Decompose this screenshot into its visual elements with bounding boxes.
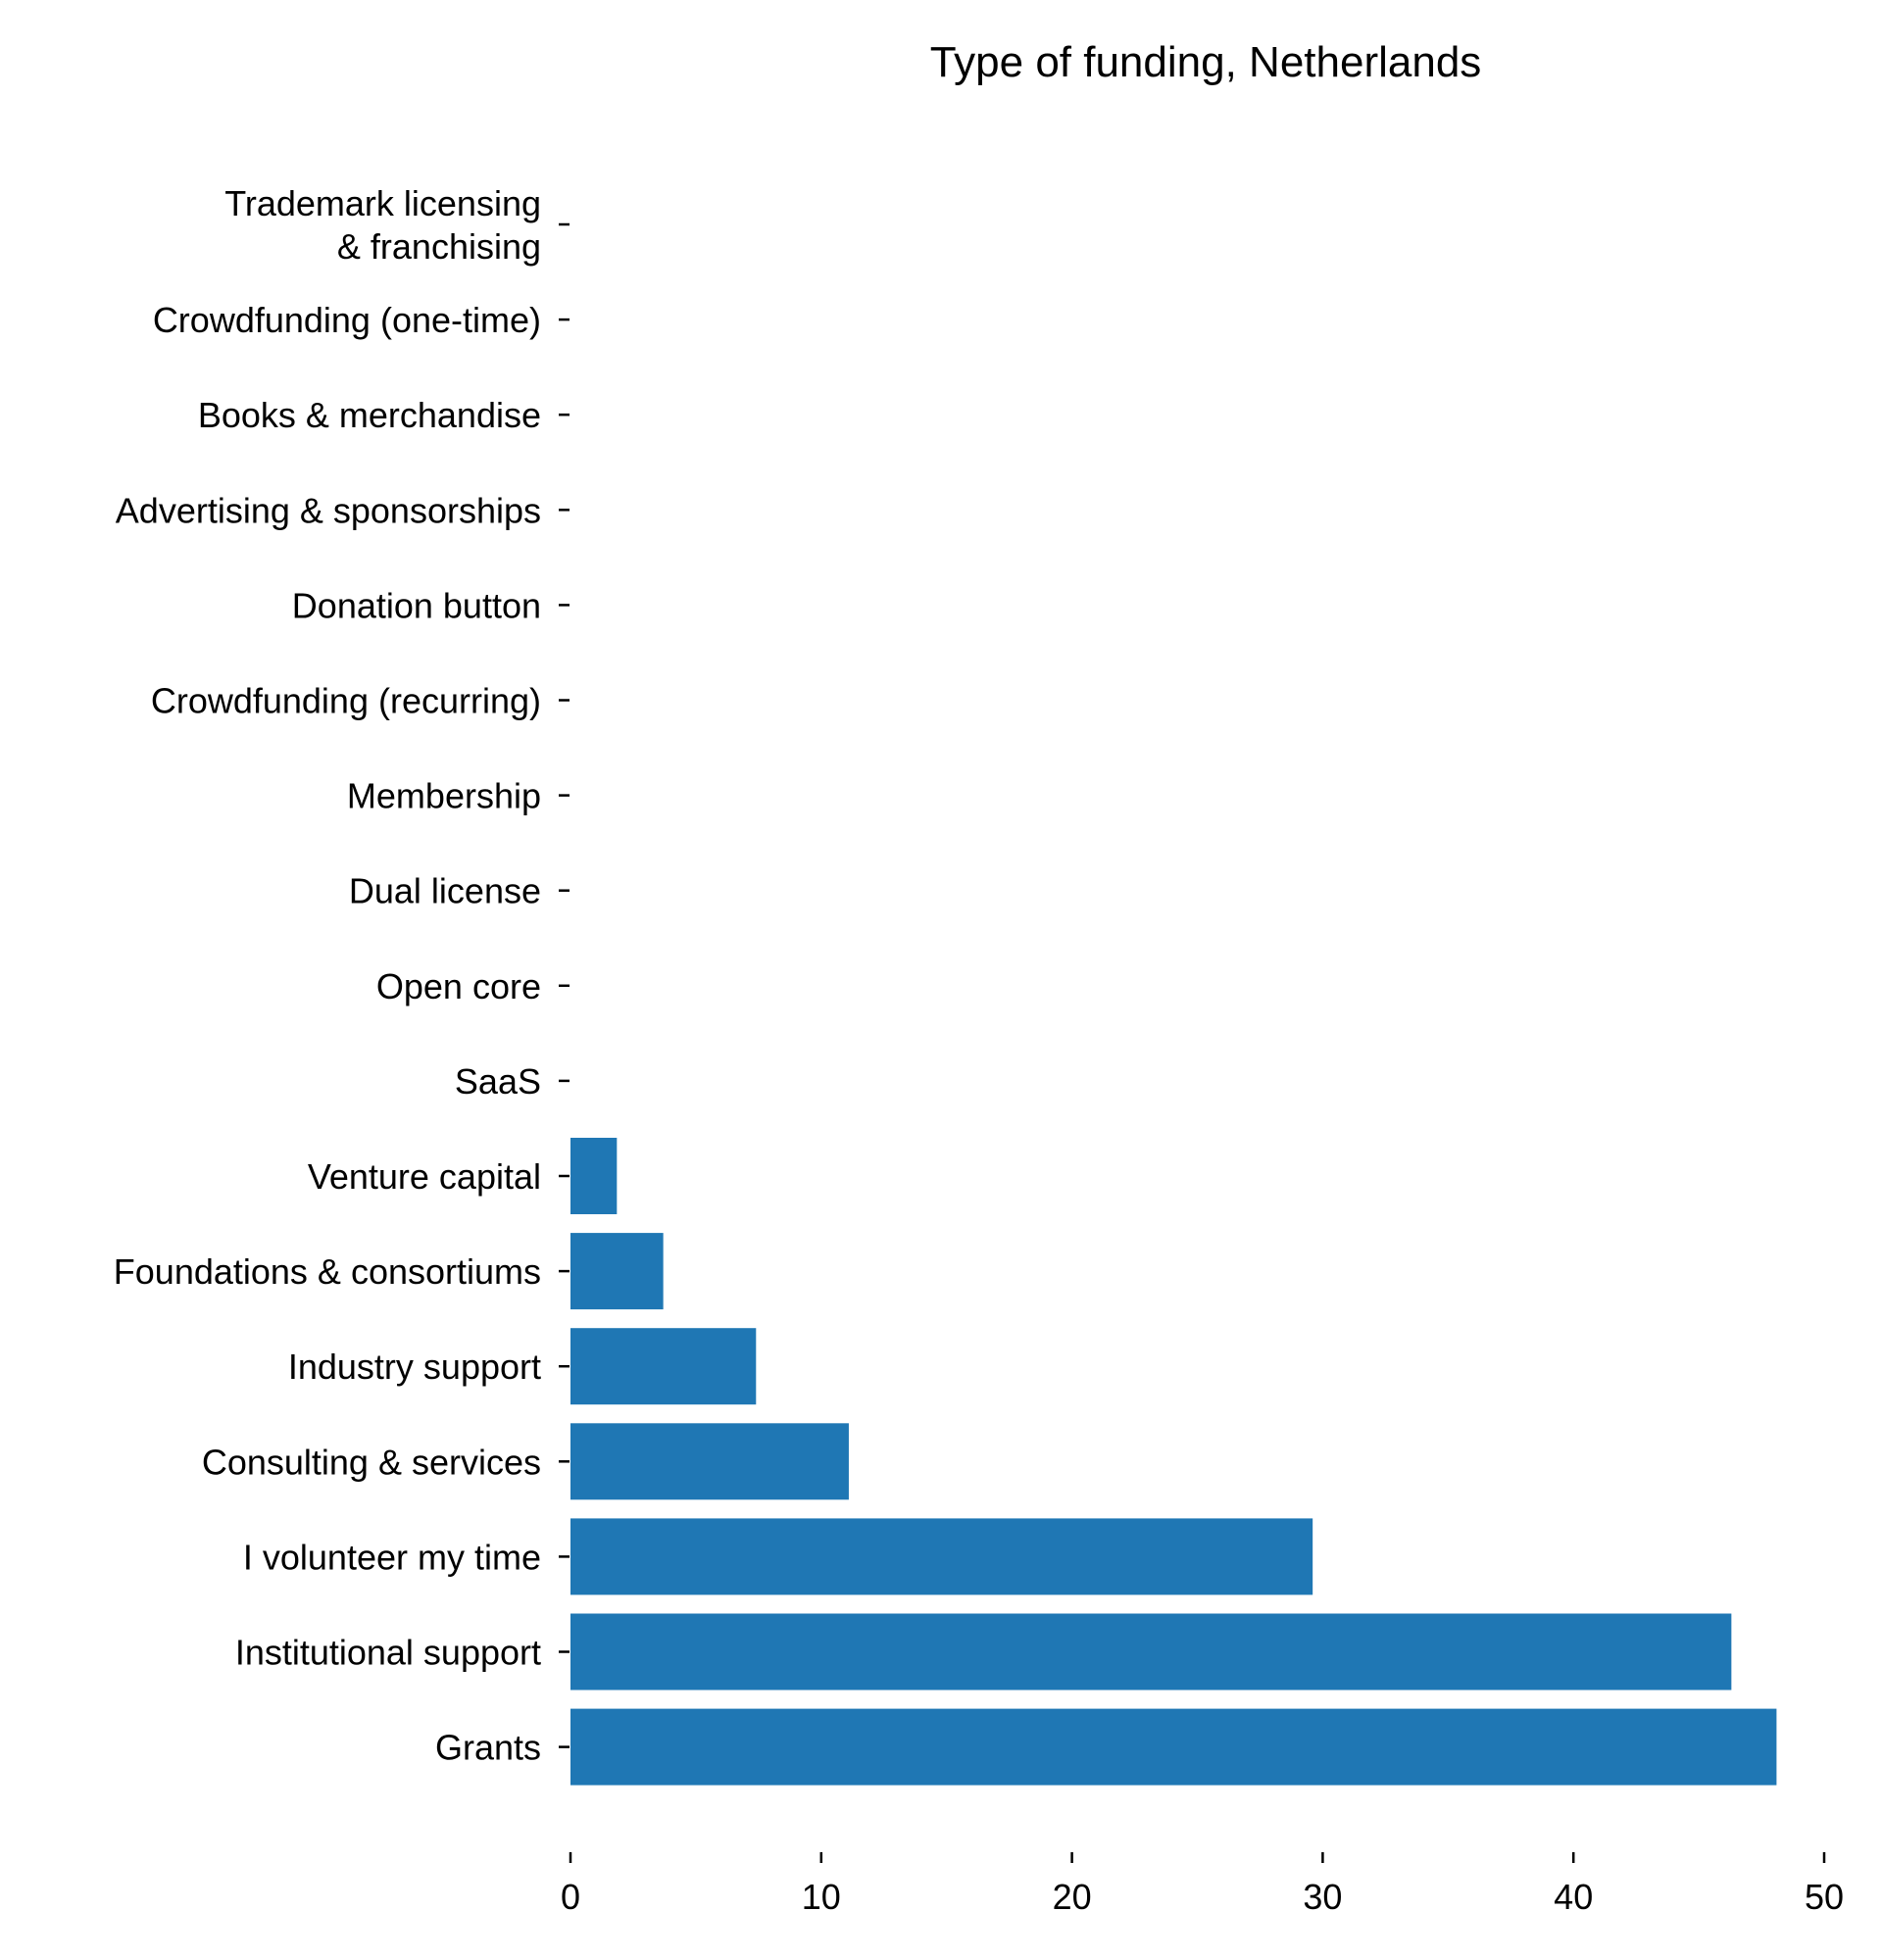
y-tick-label: Advertising & sponsorships [116, 490, 541, 530]
y-tick-label: Donation button [292, 585, 541, 625]
y-tick-label: Dual license [349, 871, 541, 911]
bar-industry-support [570, 1328, 757, 1405]
y-tick-label: Trademark licensing & franchising [224, 183, 541, 267]
y-axis: Trademark licensing & franchising Crowdfun… [114, 183, 570, 1768]
y-tick-label: Institutional support [235, 1633, 541, 1673]
y-tick-label: Crowdfunding (one-time) [153, 300, 541, 340]
bars-layer [570, 1138, 1777, 1786]
x-tick-label: 0 [561, 1877, 580, 1917]
y-tick-label: Open core [376, 966, 541, 1006]
x-axis: 0 10 20 30 40 50 [561, 1852, 1844, 1917]
x-tick-label: 30 [1303, 1877, 1342, 1917]
y-tick-label: Foundations & consortiums [114, 1251, 541, 1292]
bar-venture-capital [570, 1138, 618, 1214]
y-tick-label: Venture capital [308, 1156, 541, 1197]
bar-institutional-support [570, 1613, 1732, 1690]
x-tick-label: 20 [1053, 1877, 1092, 1917]
y-tick-label: I volunteer my time [243, 1537, 541, 1577]
bar-i-volunteer-my-time [570, 1518, 1313, 1595]
y-tick-label: Industry support [288, 1347, 541, 1387]
bar-consulting-services [570, 1423, 849, 1500]
bar-foundations-consortiums [570, 1233, 664, 1310]
y-tick-label: Books & merchandise [198, 395, 541, 435]
chart-title: Type of funding, Netherlands [930, 38, 1482, 86]
y-tick-label: SaaS [455, 1061, 541, 1102]
x-tick-label: 50 [1805, 1877, 1844, 1917]
y-tick-label: Grants [435, 1728, 541, 1768]
bar-grants [570, 1708, 1777, 1786]
y-tick-label: Crowdfunding (recurring) [151, 681, 541, 721]
y-tick-label: Membership [347, 776, 541, 816]
y-tick-label: Consulting & services [202, 1442, 541, 1482]
x-tick-label: 40 [1554, 1877, 1593, 1917]
x-tick-label: 10 [802, 1877, 841, 1917]
